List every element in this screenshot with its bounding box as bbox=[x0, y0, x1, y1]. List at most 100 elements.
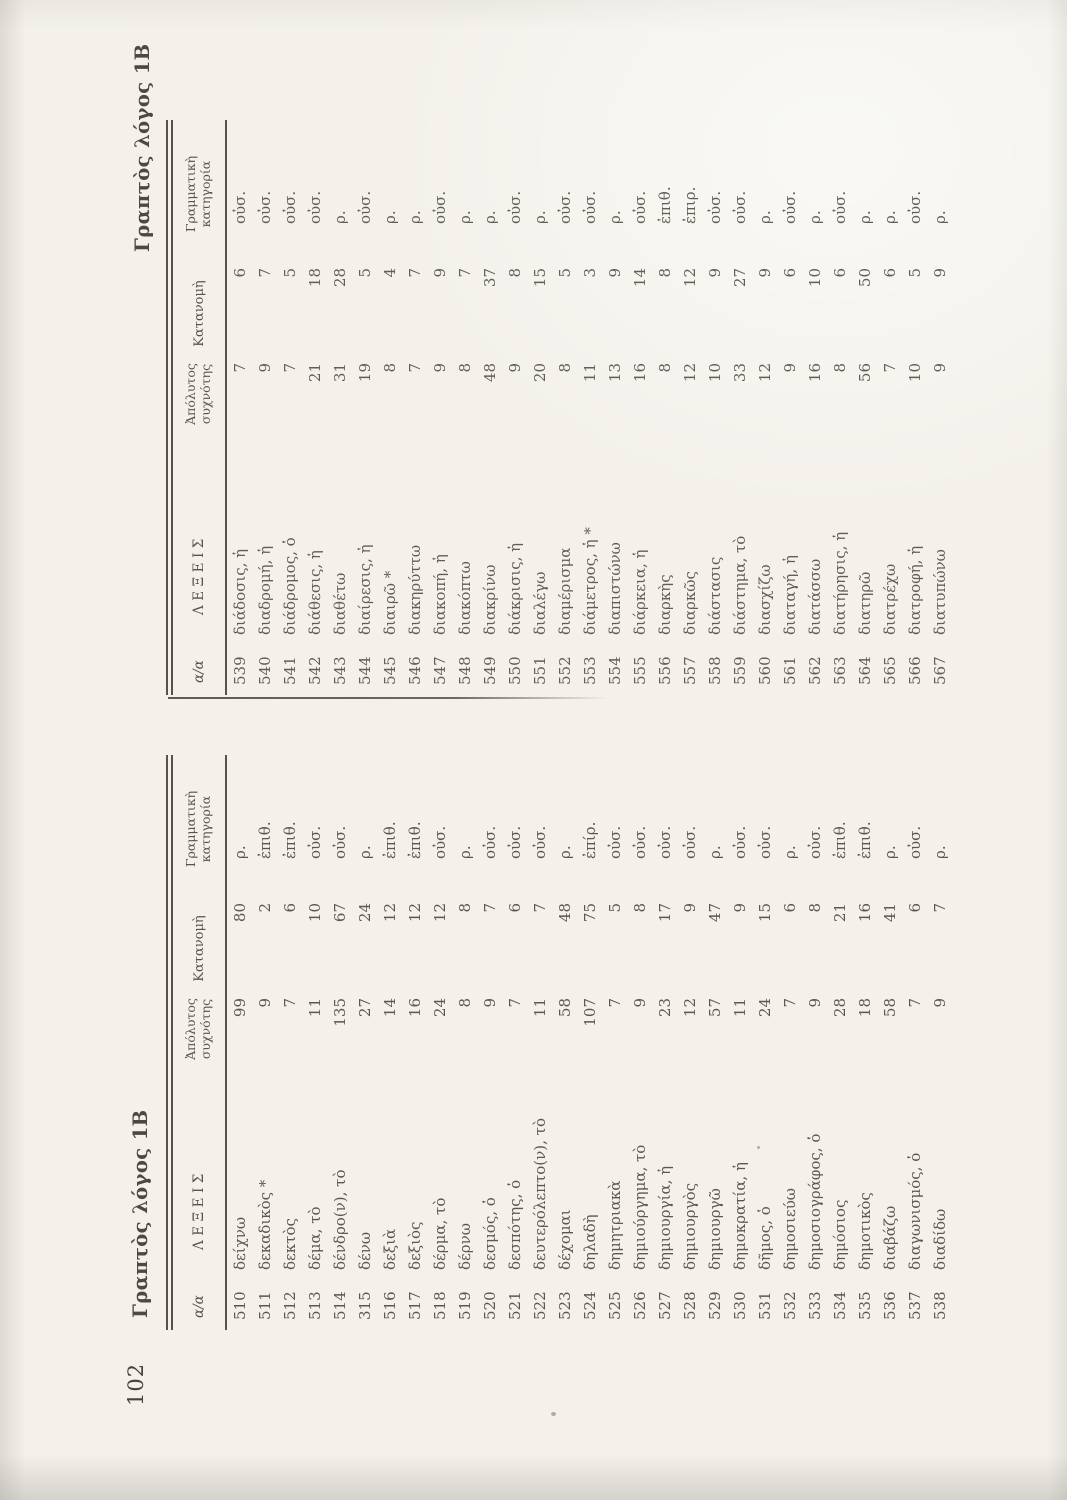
row-distribution: 5 bbox=[355, 268, 374, 278]
row-word: δημιουργὸς bbox=[680, 1182, 699, 1270]
header-distribution: Κατανομὴ bbox=[191, 280, 207, 347]
row-absolute-frequency: 16 bbox=[405, 998, 424, 1018]
row-grammar-category: οὐσ. bbox=[430, 825, 449, 859]
row-absolute-frequency: 8 bbox=[555, 363, 574, 373]
row-word: διαγωνισμός, ὁ bbox=[905, 1152, 924, 1270]
row-word: διαρκὴς bbox=[655, 574, 674, 635]
row-distribution: 80 bbox=[230, 903, 249, 923]
row-absolute-frequency: 16 bbox=[630, 363, 649, 383]
row-grammar-category: οὐσ. bbox=[830, 190, 849, 224]
table-header-row: α/α ΛΕΞΕΙΣ Ἀπόλυτος συχνότης Κατανομὴ Γρ… bbox=[173, 755, 227, 1330]
row-absolute-frequency: 9 bbox=[505, 363, 524, 373]
header-absolute-frequency: Ἀπόλυτος συχνότης bbox=[183, 363, 213, 425]
row-absolute-frequency: 9 bbox=[480, 998, 499, 1008]
row-absolute-frequency: 11 bbox=[305, 998, 324, 1018]
row-absolute-frequency: 24 bbox=[755, 998, 774, 1018]
row-distribution: 12 bbox=[430, 903, 449, 923]
row-number: 522 bbox=[530, 1291, 549, 1320]
row-distribution: 8 bbox=[455, 903, 474, 913]
row-word: διαλέγω bbox=[530, 571, 549, 635]
row-word: δέρνω bbox=[455, 1223, 474, 1270]
row-absolute-frequency: 7 bbox=[230, 363, 249, 373]
header-index: α/α bbox=[191, 660, 207, 683]
row-absolute-frequency: 33 bbox=[730, 363, 749, 383]
row-grammar-category: οὐσ. bbox=[430, 190, 449, 224]
row-absolute-frequency: 56 bbox=[855, 363, 874, 383]
row-absolute-frequency: 12 bbox=[680, 363, 699, 383]
row-word: δῆμος, ὁ bbox=[755, 1206, 774, 1270]
row-grammar-category: οὐσ. bbox=[705, 190, 724, 224]
row-absolute-frequency: 107 bbox=[580, 998, 599, 1027]
row-number: 567 bbox=[930, 656, 949, 685]
row-number: 527 bbox=[655, 1291, 674, 1320]
row-grammar-category: ρ. bbox=[405, 210, 424, 224]
row-number: 532 bbox=[780, 1291, 799, 1320]
row-distribution: 8 bbox=[805, 903, 824, 913]
table-row: 543 διαθέτω 31 28 ρ. bbox=[327, 120, 352, 695]
row-absolute-frequency: 9 bbox=[930, 363, 949, 373]
row-word: διάθεσις, ἡ bbox=[305, 550, 324, 635]
row-number: 538 bbox=[930, 1291, 949, 1320]
row-word: διατρέχω bbox=[880, 563, 899, 635]
row-absolute-frequency: 8 bbox=[455, 363, 474, 373]
row-distribution: 12 bbox=[405, 903, 424, 923]
row-grammar-category: οὐσ. bbox=[305, 825, 324, 859]
row-grammar-category: οὐσ. bbox=[255, 190, 274, 224]
row-distribution: 41 bbox=[880, 903, 899, 923]
row-distribution: 10 bbox=[805, 268, 824, 288]
table-row: 522 δευτερόλεπτο(ν), τὸ 11 7 οὐσ. bbox=[527, 755, 552, 1330]
row-distribution: 9 bbox=[605, 268, 624, 278]
table-row: 547 διακοπή, ἡ 9 9 οὐσ. bbox=[427, 120, 452, 695]
row-number: 524 bbox=[580, 1291, 599, 1320]
row-absolute-frequency: 11 bbox=[730, 998, 749, 1018]
row-distribution: 21 bbox=[830, 903, 849, 923]
row-word: διακόπτω bbox=[455, 561, 474, 635]
row-absolute-frequency: 9 bbox=[255, 998, 274, 1008]
row-number: 545 bbox=[380, 656, 399, 685]
row-number: 542 bbox=[305, 656, 324, 685]
row-grammar-category: οὐσ. bbox=[230, 190, 249, 224]
row-distribution: 75 bbox=[580, 903, 599, 923]
row-distribution: 5 bbox=[555, 268, 574, 278]
row-grammar-category: ρ. bbox=[880, 210, 899, 224]
table-row: 545 διαιρῶ * 8 4 ρ. bbox=[377, 120, 402, 695]
row-number: 533 bbox=[805, 1291, 824, 1320]
row-number: 530 bbox=[730, 1291, 749, 1320]
row-distribution: 9 bbox=[930, 268, 949, 278]
table-row: 565 διατρέχω 7 6 ρ. bbox=[877, 120, 902, 695]
row-distribution: 8 bbox=[655, 268, 674, 278]
row-grammar-category: ἐπιθ. bbox=[380, 821, 399, 859]
table-row: 539 διάδοσις, ἡ 7 6 οὐσ. bbox=[227, 120, 252, 695]
row-number: 554 bbox=[605, 656, 624, 685]
row-distribution: 16 bbox=[855, 903, 874, 923]
row-number: 552 bbox=[555, 656, 574, 685]
table-row: 526 δημιούργημα, τὸ 9 8 οὐσ. bbox=[627, 755, 652, 1330]
row-grammar-category: ἐπίρ. bbox=[580, 821, 599, 859]
row-distribution: 6 bbox=[880, 268, 899, 278]
row-word: δένω bbox=[355, 1231, 374, 1270]
row-absolute-frequency: 48 bbox=[480, 363, 499, 383]
table-row: 563 διατήρησις, ἡ 8 6 οὐσ. bbox=[827, 120, 852, 695]
table-body: 510 δείχνω 99 80 ρ. 511 δεκαδικὸς * 9 2 … bbox=[227, 755, 952, 1330]
row-word: διαδίδω bbox=[930, 1208, 949, 1270]
row-absolute-frequency: 8 bbox=[455, 998, 474, 1008]
row-word: δείχνω bbox=[230, 1216, 249, 1270]
row-grammar-category: ρ. bbox=[855, 210, 874, 224]
table-row: 532 δημοσιεύω 7 6 ρ. bbox=[777, 755, 802, 1330]
row-word: διάστασις bbox=[705, 556, 724, 635]
row-grammar-category: ρ. bbox=[930, 210, 949, 224]
row-number: 539 bbox=[230, 656, 249, 685]
table-row: 530 δημοκρατία, ἡ 11 9 οὐσ. bbox=[727, 755, 752, 1330]
row-number: 536 bbox=[880, 1291, 899, 1320]
header-word: ΛΕΞΕΙΣ bbox=[191, 1169, 207, 1250]
row-word: διάστημα, τὸ bbox=[730, 535, 749, 635]
row-distribution: 9 bbox=[730, 903, 749, 913]
row-distribution: 5 bbox=[905, 268, 924, 278]
row-word: δεσμός, ὁ bbox=[480, 1197, 499, 1270]
row-number: 520 bbox=[480, 1291, 499, 1320]
row-distribution: 6 bbox=[505, 903, 524, 913]
row-absolute-frequency: 135 bbox=[330, 998, 349, 1027]
row-word: διακρίνω bbox=[480, 564, 499, 635]
